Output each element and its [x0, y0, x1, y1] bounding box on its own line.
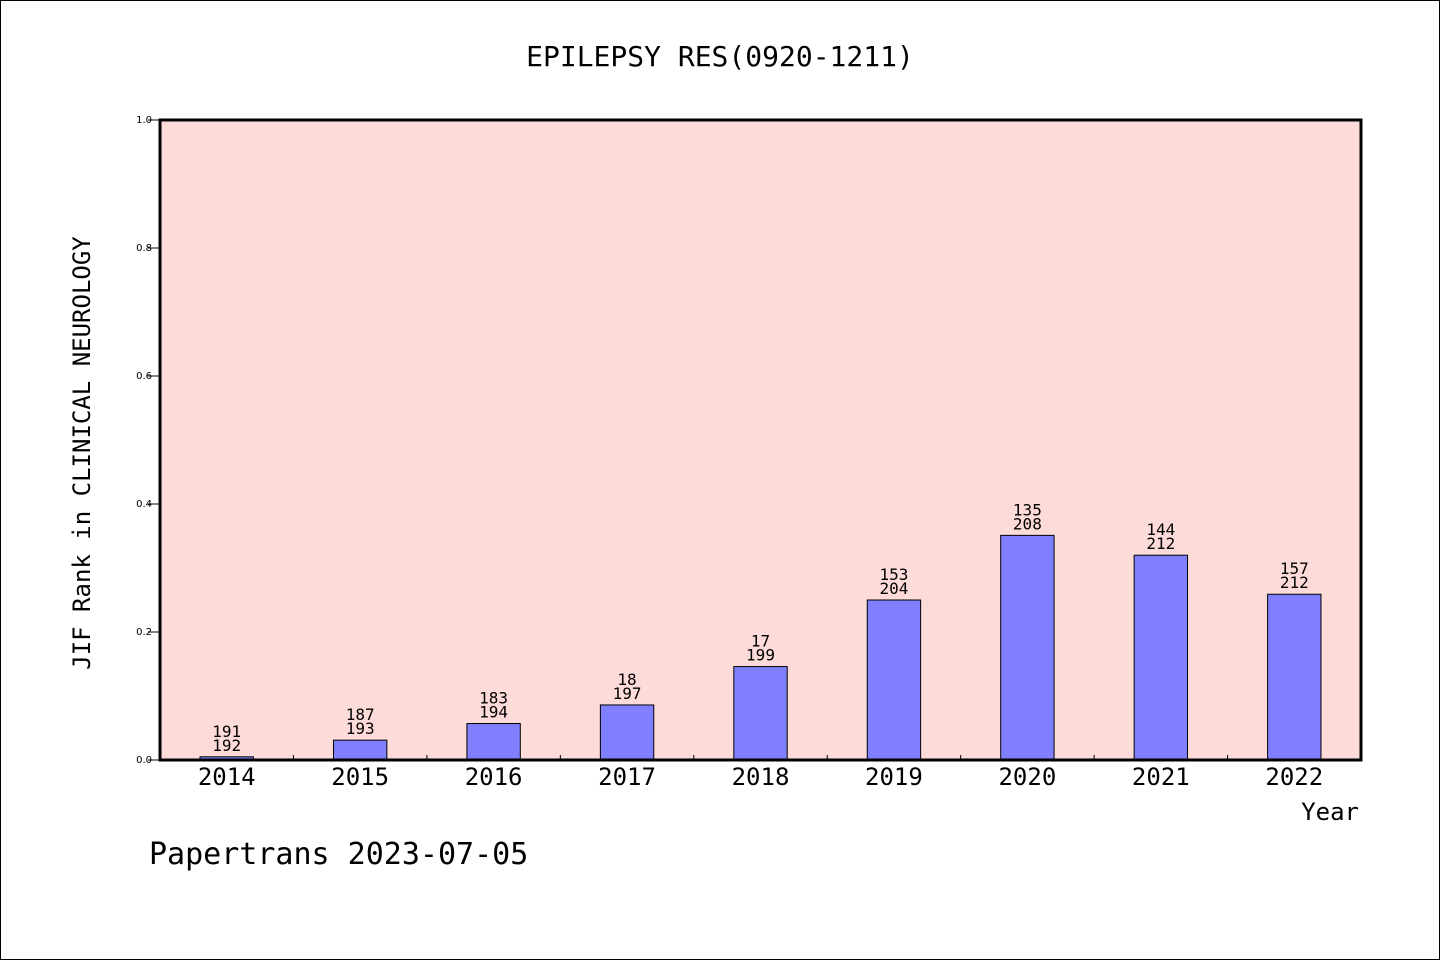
bar-2020	[1000, 534, 1055, 761]
x-tick-label-2021: 2021	[1132, 763, 1190, 791]
x-tick-label-2019: 2019	[865, 763, 923, 791]
bar-label-top-2019: 153	[879, 565, 908, 584]
x-tick-label-2022: 2022	[1265, 763, 1323, 791]
x-axis-ticks: 2014 2015 2016 2017 2018 2019 2020 2021 2022	[198, 755, 1323, 791]
x-tick-label-2014: 2014	[198, 763, 256, 791]
x-tick-label-2020: 2020	[998, 763, 1056, 791]
y-axis-ticks: 0.0 0.2 0.4 0.6 0.8 1.0	[136, 115, 160, 766]
bar-2019	[866, 599, 922, 761]
bar-label-bottom-2015: 193	[346, 719, 375, 738]
bar-label-bottom-2019: 204	[879, 579, 908, 598]
chart-title: EPILEPSY RES(0920-1211)	[526, 40, 914, 73]
bar-2017	[599, 704, 655, 761]
bar-label-top-2018: 17	[751, 632, 770, 651]
bar-label-bottom-2017: 197	[613, 684, 642, 703]
bar-label-bottom-2016: 194	[479, 703, 508, 722]
y-tick-label: 1.0	[136, 115, 152, 126]
bar-label-bottom-2014: 192	[212, 736, 241, 755]
bar-2018	[733, 666, 788, 761]
x-tick-label-2017: 2017	[598, 763, 656, 791]
bar-2016	[466, 723, 521, 761]
bars-group	[199, 534, 1322, 761]
bar-2021	[1133, 554, 1189, 761]
bar-2022	[1267, 593, 1322, 761]
x-tick-label-2015: 2015	[331, 763, 389, 791]
y-axis-label: JIF Rank in CLINICAL NEUROLOGY	[68, 236, 96, 670]
bar-label-top-2016: 183	[479, 689, 508, 708]
footer-credit: Papertrans 2023-07-05	[149, 837, 528, 872]
bar-label-top-2020: 135	[1013, 500, 1042, 519]
bar-label-top-2017: 18	[617, 670, 636, 689]
bar-label-top-2015: 187	[346, 705, 375, 724]
bar-label-bottom-2020: 208	[1013, 514, 1042, 533]
bar-label-bottom-2018: 199	[746, 646, 775, 665]
bar-2015	[332, 739, 388, 761]
y-tick-label: 0.8	[136, 243, 152, 254]
y-tick-label: 0.0	[136, 755, 152, 766]
bar-label-top-2022: 157	[1280, 559, 1309, 578]
y-tick-label: 0.2	[136, 627, 152, 638]
bar-label-bottom-2021: 212	[1146, 534, 1175, 553]
y-tick-label: 0.4	[136, 499, 152, 510]
x-tick-label-2016: 2016	[465, 763, 523, 791]
bar-label-top-2021: 144	[1146, 520, 1175, 539]
x-tick-label-2018: 2018	[732, 763, 790, 791]
bar-label-bottom-2022: 212	[1280, 573, 1309, 592]
x-axis-label: Year	[1301, 798, 1359, 826]
y-tick-label: 0.6	[136, 371, 152, 382]
plot-border	[158, 118, 1363, 762]
bar-label-top-2014: 191	[212, 722, 241, 741]
